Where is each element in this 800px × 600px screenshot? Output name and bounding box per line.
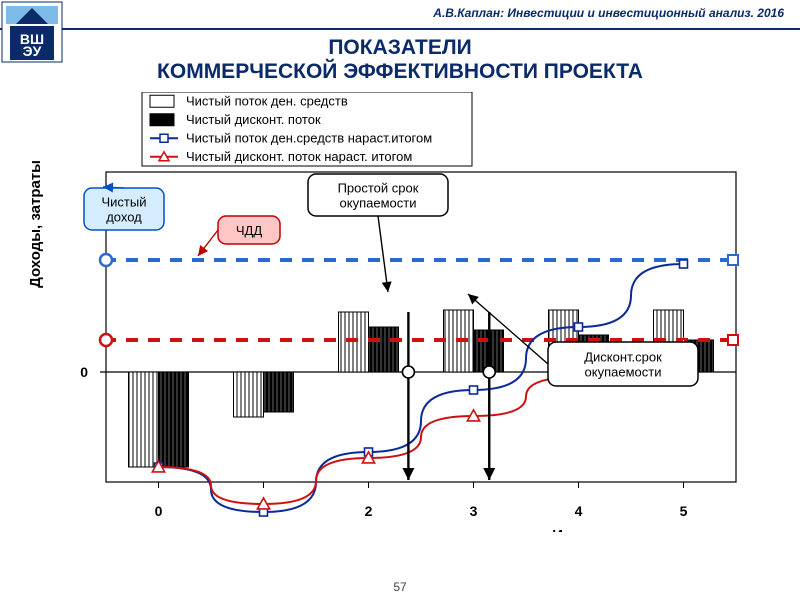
svg-text:ЧДД: ЧДД bbox=[236, 223, 262, 238]
svg-text:0: 0 bbox=[80, 364, 88, 380]
page-number: 57 bbox=[0, 580, 800, 594]
svg-text:3: 3 bbox=[470, 503, 478, 519]
svg-text:Чистый: Чистый bbox=[102, 195, 147, 210]
svg-text:доход: доход bbox=[106, 210, 142, 225]
svg-text:Простой срок: Простой срок bbox=[338, 181, 419, 196]
svg-text:5: 5 bbox=[680, 503, 688, 519]
chart-svg: 0012345Интервал планированияЧистый поток… bbox=[68, 92, 748, 532]
title-line-1: ПОКАЗАТЕЛИ bbox=[328, 36, 471, 59]
slide-title: ПОКАЗАТЕЛИ КОММЕРЧЕСКОЙ ЭФФЕКТИВНОСТИ ПР… bbox=[0, 36, 800, 84]
svg-text:4: 4 bbox=[575, 503, 583, 519]
y-axis-label: Доходы, затраты bbox=[27, 160, 44, 288]
svg-text:Чистый поток ден. средств: Чистый поток ден. средств bbox=[186, 93, 348, 108]
svg-text:Чистый дисконт. поток нараст.: Чистый дисконт. поток нараст. итогом bbox=[186, 149, 412, 164]
svg-text:окупаемости: окупаемости bbox=[585, 365, 662, 380]
svg-text:Дисконт.срок: Дисконт.срок bbox=[584, 350, 662, 365]
course-label: А.В.Каплан: Инвестиции и инвестиционный … bbox=[433, 6, 784, 20]
svg-text:0: 0 bbox=[155, 503, 163, 519]
chart: 0012345Интервал планированияЧистый поток… bbox=[68, 92, 748, 532]
svg-text:Чистый дисконт. поток: Чистый дисконт. поток bbox=[186, 112, 321, 127]
svg-text:2: 2 bbox=[365, 503, 373, 519]
title-line-2: КОММЕРЧЕСКОЙ ЭФФЕКТИВНОСТИ ПРОЕКТА bbox=[0, 60, 800, 84]
svg-text:Чистый поток ден.средств нарас: Чистый поток ден.средств нараст.итогом bbox=[186, 130, 432, 145]
svg-text:Интервал планирования: Интервал планирования bbox=[552, 527, 736, 532]
svg-text:окупаемости: окупаемости bbox=[340, 196, 417, 211]
